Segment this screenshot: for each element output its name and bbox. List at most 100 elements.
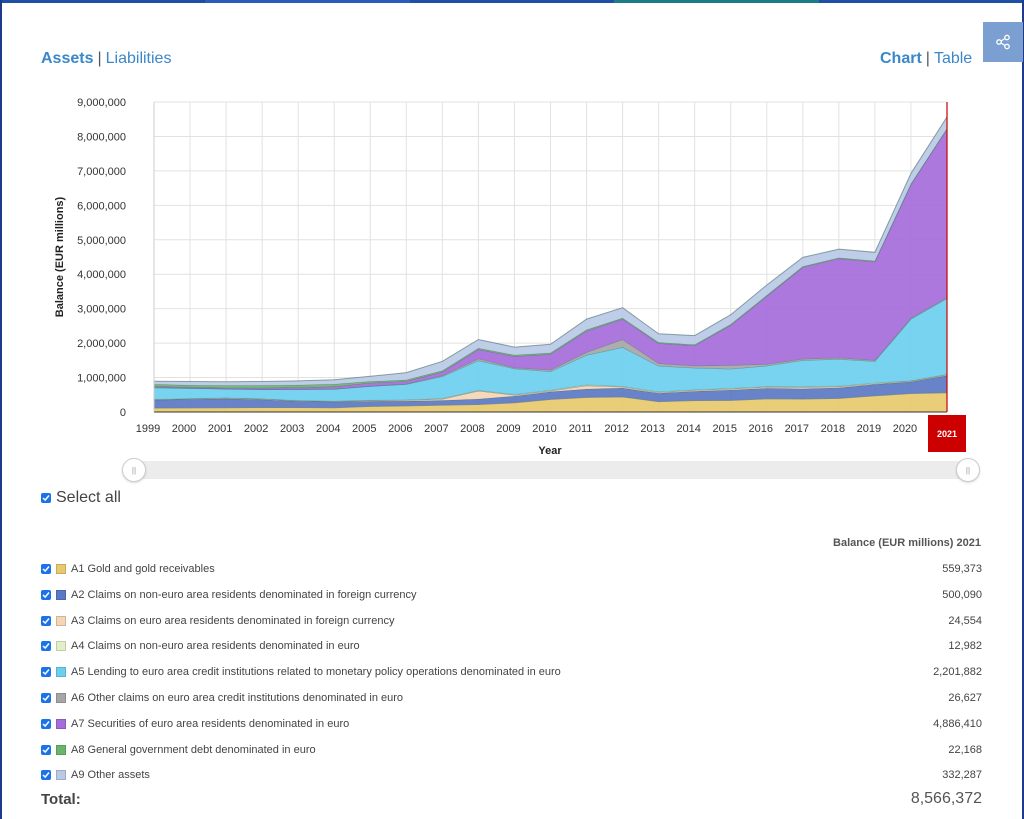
- x-tick-label: 1999: [136, 423, 160, 435]
- total-value: 8,566,372: [910, 790, 982, 807]
- series-value: 4,886,410: [933, 717, 982, 730]
- y-tick-label: 6,000,000: [77, 200, 126, 212]
- series-value: 2,201,882: [933, 666, 982, 679]
- legend-row-a2[interactable]: A2 Claims on non-euro area residents den…: [41, 586, 982, 604]
- liabilities-tab[interactable]: Liabilities: [105, 50, 172, 67]
- legend-row-a3[interactable]: A3 Claims on euro area residents denomin…: [41, 612, 982, 630]
- series-line-a9: [153, 116, 948, 383]
- view-switch: Chart | Table: [880, 50, 972, 68]
- series-swatch: [56, 589, 66, 600]
- x-tick-label: 2006: [388, 423, 412, 435]
- stacked-area-chart: 0 1,000,000 2,000,000 3,000,000 4,000,000 5,0…: [54, 97, 966, 457]
- x-tick-label: 2013: [640, 423, 664, 435]
- series-checkbox[interactable]: [41, 641, 51, 652]
- table-tab[interactable]: Table: [933, 50, 973, 67]
- y-tick-label: 4,000,000: [77, 269, 126, 281]
- select-all-control[interactable]: Select all: [41, 489, 121, 507]
- series-area-a6: [154, 297, 947, 390]
- legend-row-a9[interactable]: A9 Other assets 332,287: [41, 766, 982, 784]
- series-checkbox[interactable]: [41, 589, 51, 600]
- frame-border-right: [1022, 0, 1024, 819]
- legend-row-a1[interactable]: A1 Gold and gold receivables 559,373: [41, 560, 982, 578]
- series-label: A6 Other claims on euro area credit inst…: [71, 692, 404, 704]
- series-swatch: [56, 770, 66, 781]
- slider-handle-end[interactable]: ||: [956, 458, 980, 482]
- legend-row-a4[interactable]: A4 Claims on non-euro area residents den…: [41, 637, 982, 655]
- series-swatch: [56, 667, 66, 678]
- y-tick-label: 5,000,000: [77, 235, 126, 247]
- year-range-slider[interactable]: || ||: [122, 458, 980, 482]
- series-swatch: [56, 693, 66, 703]
- series-value: 332,287: [942, 769, 982, 782]
- series-area-a2: [154, 375, 947, 408]
- series-checkbox[interactable]: [41, 718, 51, 729]
- series-checkbox[interactable]: [41, 693, 51, 703]
- series-label: A7 Securities of euro area residents den…: [71, 717, 350, 730]
- top-accent-bar: [0, 0, 1024, 3]
- series-value: 559,373: [942, 563, 982, 575]
- x-tick-label: 2008: [460, 423, 484, 435]
- x-axis-title: Year: [538, 445, 562, 457]
- x-tick-label: 2007: [424, 423, 448, 435]
- series-label: A5 Lending to euro area credit instituti…: [71, 666, 561, 679]
- chart-tab[interactable]: Chart: [880, 50, 922, 67]
- top-bar-segment: [409, 0, 615, 3]
- legend-row-a5[interactable]: A5 Lending to euro area credit instituti…: [41, 663, 982, 681]
- series-swatch: [56, 641, 66, 652]
- series-swatch: [56, 564, 66, 574]
- series-label: A8 General government debt denominated i…: [71, 743, 316, 756]
- select-all-label: Select all: [56, 489, 121, 506]
- x-tick-label: 2004: [316, 423, 340, 435]
- series-label: A2 Claims on non-euro area residents den…: [71, 588, 417, 601]
- x-tick-label: 2020: [893, 423, 917, 435]
- series-swatch: [56, 615, 66, 626]
- x-tick-label: 2014: [676, 423, 700, 435]
- slider-handle-start[interactable]: ||: [122, 458, 146, 482]
- x-tick-label: 2018: [821, 423, 845, 435]
- series-checkbox[interactable]: [41, 770, 51, 781]
- y-tick-label: 3,000,000: [77, 304, 126, 316]
- y-tick-label: 7,000,000: [77, 166, 126, 178]
- assets-tab[interactable]: Assets: [41, 50, 94, 67]
- x-tick-label: 2019: [857, 423, 881, 435]
- series-swatch: [56, 718, 66, 729]
- share-icon: [996, 34, 1010, 50]
- x-tick-label: 2016: [749, 423, 773, 435]
- x-tick-label: 2002: [244, 423, 268, 435]
- series-value: 500,090: [942, 588, 982, 601]
- switch-separator: |: [925, 50, 930, 67]
- y-tick-label: 9,000,000: [77, 97, 126, 109]
- series-value: 24,554: [948, 614, 982, 627]
- x-tick-label: 2009: [496, 423, 520, 435]
- y-axis-title: Balance (EUR millions): [54, 196, 66, 317]
- series-value: 12,982: [948, 640, 982, 653]
- series-value: 26,627: [948, 692, 982, 704]
- top-bar-segment: [204, 0, 410, 3]
- x-tick-label: 2015: [712, 423, 736, 435]
- legend-row-a7[interactable]: A7 Securities of euro area residents den…: [41, 715, 982, 733]
- legend-row-a8[interactable]: A8 General government debt denominated i…: [41, 741, 982, 759]
- legend-row-a6[interactable]: A6 Other claims on euro area credit inst…: [41, 689, 982, 707]
- y-tick-label: 2,000,000: [77, 338, 126, 350]
- series-label: A3 Claims on euro area residents denomin…: [71, 614, 395, 627]
- x-tick-label: 2001: [208, 423, 232, 435]
- x-tick-label: 2012: [604, 423, 628, 435]
- x-tick-label: 2017: [785, 423, 809, 435]
- x-tick-label: 2000: [172, 423, 196, 435]
- top-bar-segment: [0, 0, 205, 3]
- series-area-a7: [154, 129, 947, 390]
- share-button[interactable]: [983, 22, 1023, 62]
- y-tick-label: 8,000,000: [77, 131, 126, 143]
- x-tick-label: 2003: [280, 423, 304, 435]
- x-tick-label: 2005: [352, 423, 376, 435]
- series-swatch: [56, 744, 66, 755]
- series-label: A9 Other assets: [71, 769, 150, 782]
- switch-separator: |: [97, 50, 102, 67]
- series-checkbox[interactable]: [41, 667, 51, 678]
- series-checkbox[interactable]: [41, 615, 51, 626]
- select-all-checkbox[interactable]: [41, 493, 51, 503]
- series-checkbox[interactable]: [41, 564, 51, 574]
- dataset-switch: Assets | Liabilities: [41, 50, 171, 68]
- series-checkbox[interactable]: [41, 744, 51, 755]
- y-tick-label: 1,000,000: [77, 373, 126, 385]
